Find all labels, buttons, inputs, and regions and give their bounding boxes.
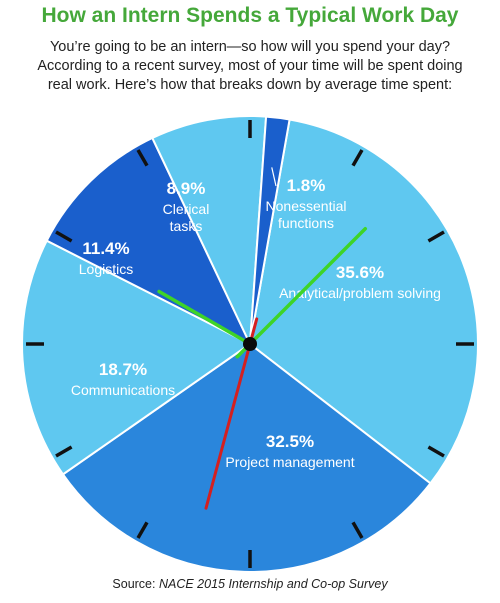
slice-label-communications: Communications xyxy=(71,382,175,398)
pie-slices xyxy=(21,115,479,573)
pie-slice-analytical-problem-solving xyxy=(248,118,479,485)
source-note: Source: NACE 2015 Internship and Co-op S… xyxy=(0,577,500,591)
slice-label-nonessential-functions: functions xyxy=(278,215,334,231)
data-label-clerical-tasks: 8.9% xyxy=(167,179,206,198)
pie-slice-communications xyxy=(21,239,252,476)
slice-label-project-management: Project management xyxy=(225,454,354,470)
pie-slice-clerical-tasks xyxy=(150,115,268,348)
clock-hand-minute xyxy=(248,226,368,346)
clock-tick xyxy=(136,149,149,167)
clock-tick xyxy=(351,149,364,167)
data-label-project-management: 32.5% xyxy=(266,432,314,451)
leader-line-nonessential xyxy=(271,167,277,187)
clock-tick xyxy=(427,445,445,458)
clock-tick xyxy=(55,445,73,458)
intro-line-3: real work. Here’s how that breaks down b… xyxy=(47,77,453,93)
slice-labels: 35.6% Analytical/problem solving 32.5% Proj… xyxy=(71,167,441,470)
clock-hand-hour xyxy=(157,289,252,346)
intro-line-2: According to a recent survey, most of yo… xyxy=(37,58,463,74)
source-name: NACE 2015 Internship and Co-op Survey xyxy=(158,577,388,591)
clock-ticks xyxy=(26,120,474,568)
slice-label-logistics: Logistics xyxy=(79,261,133,277)
chart-title: How an Intern Spends a Typical Work Day xyxy=(41,4,459,27)
clock-tick xyxy=(55,230,73,243)
pie-slice-nonessential-functions xyxy=(249,115,291,345)
clock-center-pin xyxy=(243,337,257,351)
slice-label-clerical-tasks: tasks xyxy=(170,218,203,234)
clock-tick xyxy=(427,230,445,243)
pie-slice-project-management xyxy=(61,342,432,573)
intro-line-1: You’re going to be an intern—so how will… xyxy=(49,39,451,55)
data-label-logistics: 11.4% xyxy=(82,239,129,258)
clock-hands xyxy=(157,226,368,510)
clock-tick xyxy=(351,521,364,539)
slice-label-clerical-tasks: Clerical xyxy=(163,201,210,217)
slice-label-analytical-problem-solving: Analytical/problem solving xyxy=(279,285,441,301)
source-prefix: Source: xyxy=(112,577,159,591)
data-label-nonessential-functions: 1.8% xyxy=(287,176,326,195)
slice-label-nonessential-functions: Nonessential xyxy=(266,198,347,214)
data-label-analytical-problem-solving: 35.6% xyxy=(336,263,384,282)
pie-slice-logistics xyxy=(45,136,253,347)
data-label-communications: 18.7% xyxy=(99,360,147,379)
clock-hand-second xyxy=(204,342,252,510)
intro-text: You’re going to be an intern—so how will… xyxy=(10,38,490,95)
clock-tick xyxy=(136,521,149,539)
